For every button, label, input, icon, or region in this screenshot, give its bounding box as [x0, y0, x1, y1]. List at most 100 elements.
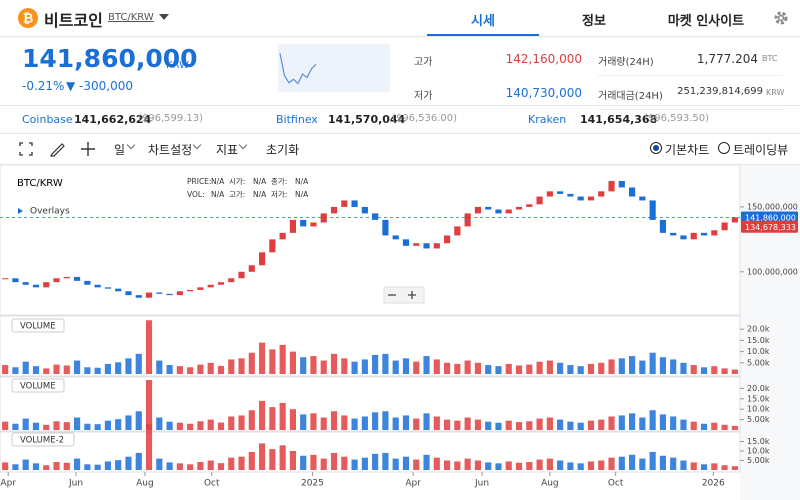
- volume-bar: [22, 459, 29, 470]
- volume-bar: [444, 460, 451, 470]
- y-tick-label: 10.0k: [747, 347, 770, 356]
- header: [0, 0, 800, 37]
- toolbar-item[interactable]: 차트설정: [148, 143, 193, 157]
- radio[interactable]: [650, 142, 662, 154]
- candle: [341, 200, 348, 207]
- volume-bar: [300, 414, 307, 430]
- candle: [32, 284, 40, 288]
- volume-bar: [464, 360, 471, 374]
- volume-bar: [649, 410, 656, 430]
- volume-bar: [135, 353, 142, 374]
- radio-label[interactable]: 트레이딩뷰: [733, 143, 789, 157]
- stat-label: 저가: [414, 91, 433, 102]
- volume-bar: [402, 358, 410, 374]
- exchange-name: Kraken: [528, 113, 567, 126]
- volume-bar: [104, 420, 111, 430]
- volume-bar: [279, 344, 286, 374]
- volume-bar: [269, 407, 276, 430]
- volume-bar: [618, 358, 625, 374]
- volume-bar: [341, 358, 348, 374]
- candle: [680, 235, 687, 240]
- candle: [587, 196, 595, 201]
- dropdown-arrow[interactable]: [158, 13, 170, 21]
- legend-value: N/A: [253, 190, 267, 199]
- radio-label[interactable]: 기본차트: [665, 143, 710, 157]
- volume-bar: [32, 422, 40, 430]
- volume-bar: [721, 424, 728, 430]
- volume-bar: [567, 421, 574, 430]
- volume-bar: [413, 459, 420, 470]
- volume-bar: [94, 424, 101, 430]
- candle: [577, 196, 584, 201]
- volume-bar: [279, 445, 286, 470]
- volume-bar: [176, 422, 183, 430]
- volume-bar: [433, 416, 440, 430]
- pane-label: VOLUME-2: [20, 436, 64, 446]
- volume-bar: [217, 422, 225, 430]
- volume-bar: [125, 358, 132, 374]
- pane-border: [0, 376, 741, 432]
- volume-bar: [300, 357, 307, 374]
- settings-icon[interactable]: [772, 9, 790, 27]
- candle: [259, 252, 266, 266]
- volume-bar: [341, 456, 348, 470]
- volume-bar: [413, 418, 420, 430]
- volume-bar: [700, 464, 708, 470]
- legend-key: 시가:: [229, 177, 245, 186]
- stat-value: 142,160,000: [505, 52, 582, 66]
- volume-bar: [639, 458, 646, 470]
- tool-icons[interactable]: [18, 141, 108, 157]
- toolbar-item[interactable]: 일: [114, 143, 126, 157]
- stat-unit: KRW: [766, 88, 785, 97]
- y-tick-label: 5.00k: [747, 415, 770, 424]
- tab[interactable]: 마켓 인사이트: [667, 14, 745, 29]
- candle: [618, 180, 625, 188]
- volume-bar: [629, 413, 636, 430]
- volume-bar: [115, 362, 122, 374]
- volume-bar: [402, 415, 410, 430]
- volume-bar: [269, 449, 276, 470]
- volume-bar: [94, 464, 101, 470]
- pane-label-box: [11, 378, 65, 393]
- candle: [670, 232, 677, 236]
- tab[interactable]: 시세: [471, 14, 495, 29]
- pair[interactable]: BTC/KRW: [108, 12, 154, 23]
- candle: [145, 292, 153, 298]
- toolbar-item[interactable]: 초기화: [266, 143, 300, 157]
- volume-bar: [259, 342, 266, 374]
- candle: [310, 222, 317, 227]
- candle: [166, 293, 173, 296]
- tab[interactable]: 정보: [582, 14, 606, 29]
- volume-bar: [289, 409, 296, 430]
- volume-bar: [217, 365, 225, 374]
- volume-bar: [259, 443, 266, 470]
- volume-bar: [320, 458, 327, 470]
- volume-bar: [700, 423, 708, 430]
- y-tick-label: 15.0k: [747, 394, 770, 403]
- candle: [721, 222, 728, 231]
- volume-bar: [372, 412, 379, 430]
- change: ▼ -300,000: [66, 79, 133, 93]
- volume-bar: [197, 421, 204, 430]
- volume-bar: [505, 461, 512, 470]
- candle: [228, 278, 235, 283]
- pane-border: [0, 164, 741, 316]
- x-tick-label: 2026: [702, 479, 725, 489]
- volume-bar: [546, 360, 553, 374]
- radio[interactable]: [718, 142, 730, 154]
- toolbar-item[interactable]: 지표: [216, 143, 239, 157]
- volume-bar: [32, 366, 40, 374]
- coin-icon: ₿: [18, 8, 38, 28]
- x-tick-label: Oct: [608, 479, 624, 489]
- volume-bar: [207, 362, 214, 374]
- volume-bar: [197, 462, 204, 470]
- legend-key: 저가:: [271, 190, 287, 199]
- volume-bar: [156, 458, 163, 470]
- y-tick-label: 10.0k: [747, 405, 770, 414]
- volume-bar: [53, 421, 60, 430]
- volume-bar: [639, 417, 646, 430]
- exchange-usd: ($96,599.13): [138, 113, 204, 124]
- volume-bar: [84, 367, 91, 374]
- volume-bar: [577, 366, 584, 374]
- exchange-usd: ($96,593.50): [644, 113, 710, 124]
